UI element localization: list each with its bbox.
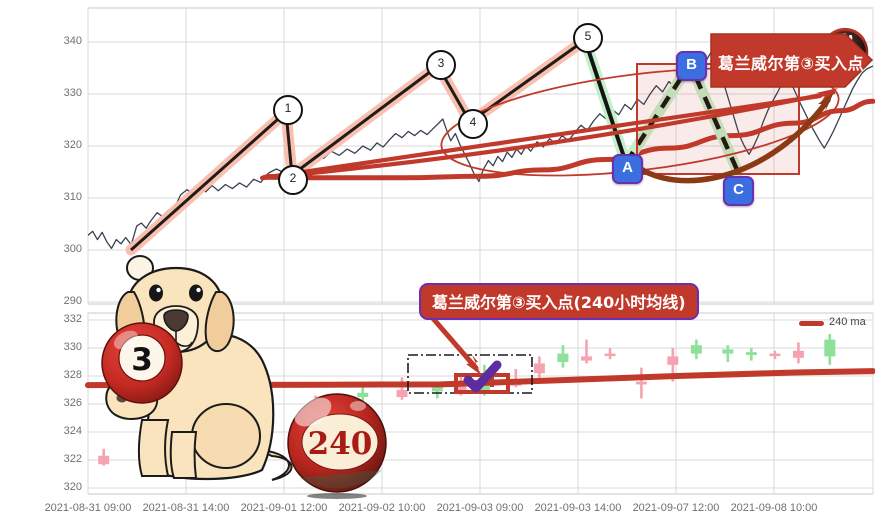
ball-three: 3 [101,322,183,404]
candle-body [667,356,679,365]
ball-240-label: 240 [308,426,373,462]
legend-ma-label: 240 ma [829,316,866,328]
ma-line-upper [262,98,875,181]
candle-body [690,345,702,354]
wave-label-5: 5 [573,23,603,53]
ytick-upper: 310 [63,191,82,203]
ytick-lower: 324 [63,425,82,437]
rising-trendline [259,88,838,181]
xtick-7: 2021-09-08 10:00 [730,502,818,514]
candle-body [824,339,836,357]
candle-body [635,381,647,385]
candle-body [604,353,616,357]
abc-label-c: C [723,176,754,206]
wave-label-1: 1 [273,95,303,125]
buy-check-icon [463,360,502,393]
ytick-lower: 326 [63,397,82,409]
legend-swatch [799,321,824,326]
upper-banner-label: 葛兰威尔第③买入点 [718,54,865,73]
reversal-arc [625,92,834,184]
wave-label-4: 4 [458,109,488,139]
price-line [87,48,874,250]
xtick-0: 2021-08-31 09:00 [44,502,132,514]
candle-body [455,385,467,393]
ball-three-label: 3 [131,342,153,378]
ytick-lower: 328 [63,369,82,381]
ytick-upper: 290 [63,295,82,307]
ball-240: 240 [287,393,387,499]
ytick-upper: 320 [63,139,82,151]
xtick-4: 2021-09-03 09:00 [436,502,524,514]
candle-body [533,363,545,374]
candle-body [478,384,490,390]
candle-body [357,392,369,397]
wave5-to-a-line [583,39,628,164]
candle-body [745,352,757,355]
xtick-5: 2021-09-03 14:00 [534,502,622,514]
candle-body [98,455,110,465]
wave-skeleton-path [130,38,586,252]
ytick-lower: 332 [63,313,82,325]
wave-label-3: 3 [426,50,456,80]
candle-body [792,350,804,358]
lower-callout-label: 葛兰威尔第③买入点(240小时均线) [419,283,699,320]
upper-banner-shape [710,33,874,88]
xtick-3: 2021-09-02 10:00 [338,502,426,514]
candle-body [557,353,569,362]
wave-highlight-path [125,34,591,256]
candle-body [396,390,408,397]
ytick-lower: 320 [63,481,82,493]
ytick-upper: 330 [63,87,82,99]
ytick-upper: 340 [63,35,82,47]
abc-label-b: B [676,51,707,81]
candle-body [431,387,443,392]
ytick-lower: 322 [63,453,82,465]
xtick-1: 2021-08-31 14:00 [142,502,230,514]
candle-body [769,353,781,357]
abc-label-a: A [612,154,643,184]
wave-label-2: 2 [278,165,308,195]
callout-arrow [427,312,481,375]
ytick-upper: 300 [63,243,82,255]
ytick-lower: 330 [63,341,82,353]
candle-body [580,356,592,361]
candle-body [722,349,734,354]
xtick-6: 2021-09-07 12:00 [632,502,720,514]
xtick-2: 2021-09-01 12:00 [240,502,328,514]
ma-line-lower [85,368,875,389]
